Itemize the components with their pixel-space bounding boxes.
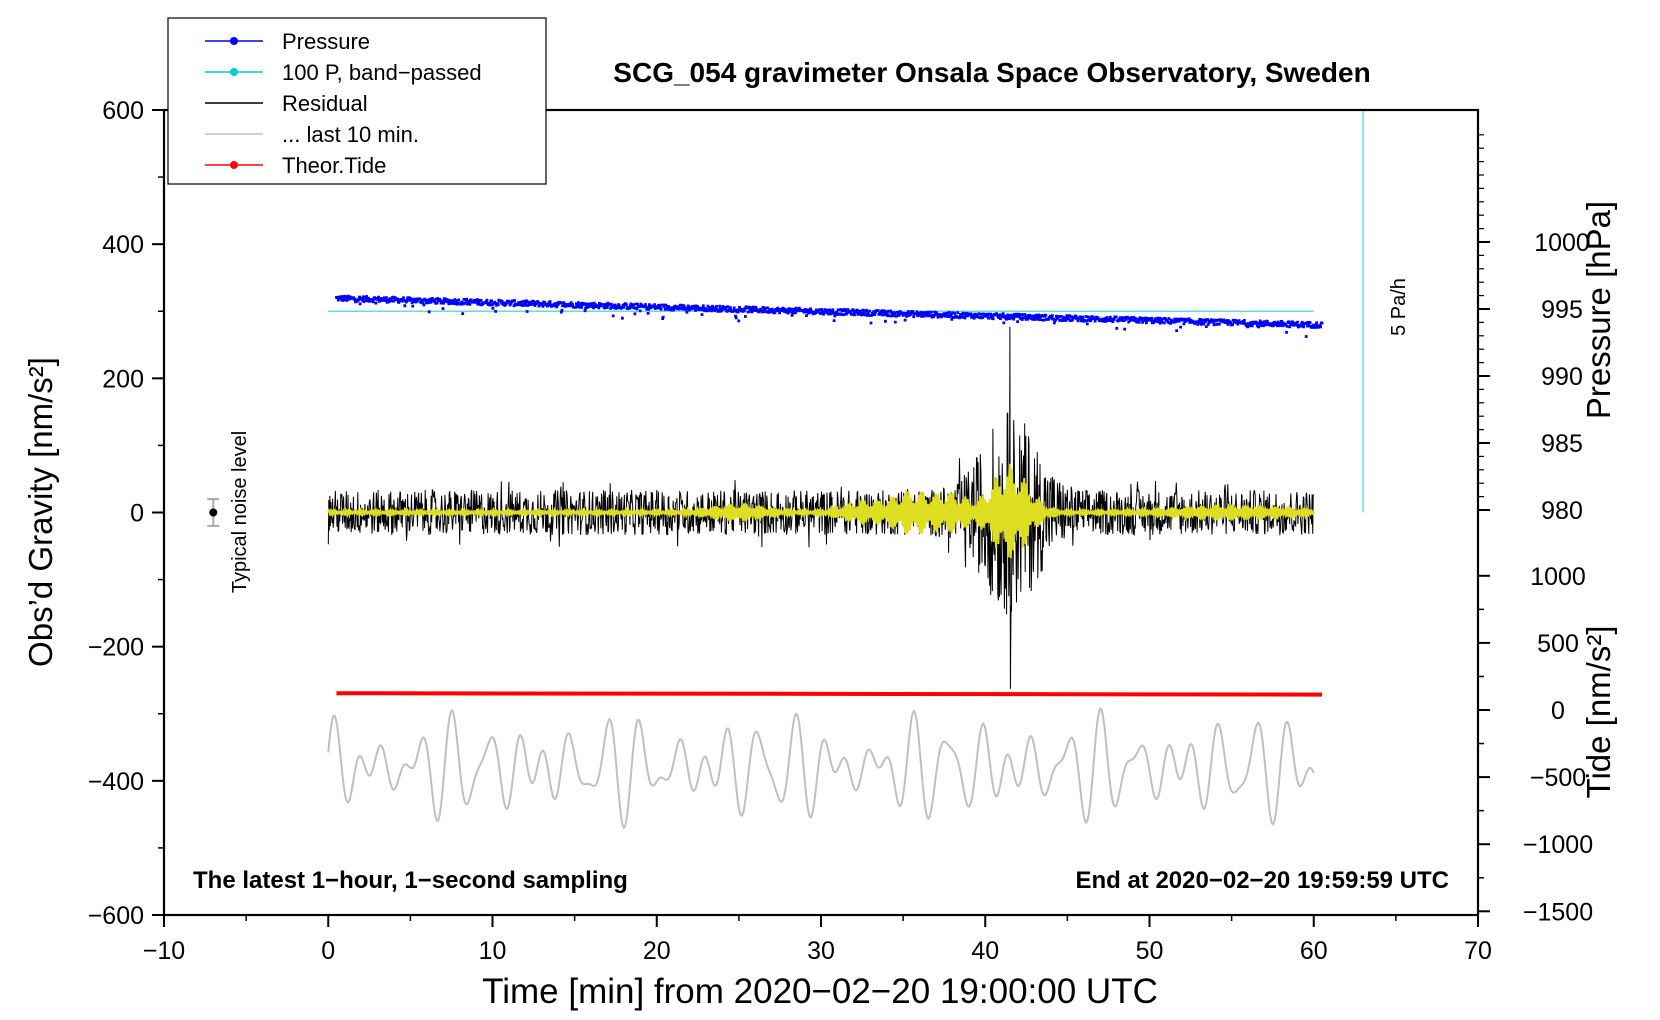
x-tick-label: 10 xyxy=(479,937,507,965)
y-tick-label: 400 xyxy=(102,231,144,259)
tide-tick-label: 1000 xyxy=(1530,563,1586,591)
series-theoretical-tide-line xyxy=(336,691,1322,697)
y-axis-label-pressure: Pressure [hPa] xyxy=(1580,201,1617,419)
x-tick-label: 50 xyxy=(1136,937,1164,965)
x-tick-label: 60 xyxy=(1300,937,1328,965)
x-tick-label: 20 xyxy=(643,937,671,965)
legend-label: Residual xyxy=(282,91,368,116)
y-tick-label: 600 xyxy=(102,97,144,125)
pressure-tick-label: 990 xyxy=(1541,363,1583,391)
x-tick-label: 30 xyxy=(807,937,835,965)
y-tick-label: −400 xyxy=(88,768,144,796)
legend-label: Theor.Tide xyxy=(282,153,386,178)
series-residual-filtered-line xyxy=(327,463,1315,559)
x-axis: −10 0 10 20 30 40 50 60 70 xyxy=(143,915,1492,965)
x-tick-label: −10 xyxy=(143,937,185,965)
x-tick-label: 0 xyxy=(321,937,335,965)
legend-swatch-marker xyxy=(230,161,238,169)
x-tick-label: 70 xyxy=(1464,937,1492,965)
y-tick-label: −600 xyxy=(88,902,144,930)
x-tick-label: 40 xyxy=(971,937,999,965)
x-axis-label: Time [min] from 2020−02−20 19:00:00 UTC xyxy=(482,972,1158,1011)
plot-area xyxy=(207,110,1364,830)
legend-items: Pressure 100 P, band−passed Residual ... la… xyxy=(205,29,482,178)
pressure-tick-label: 980 xyxy=(1541,497,1583,525)
y-tick-label: 200 xyxy=(102,365,144,393)
y-axis-label-tide: Tide [nm/s²] xyxy=(1580,626,1617,799)
tide-tick-label: 500 xyxy=(1537,630,1579,658)
pressure-tick-label: 985 xyxy=(1541,430,1583,458)
y-axis-pressure: 980 985 990 995 1000 xyxy=(1478,134,1590,525)
series-residual-line xyxy=(327,326,1315,689)
noise-level-label: Typical noise level xyxy=(229,431,251,593)
y-axis-tide: −1500 −1000 −500 0 500 1000 xyxy=(1478,563,1593,926)
pressure-tick-label: 995 xyxy=(1541,296,1583,324)
bottom-left-annotation: The latest 1−hour, 1−second sampling xyxy=(193,867,628,894)
series-pressure-points xyxy=(335,294,1324,338)
y-axis-label-gravity: Obs’d Gravity [nm/s²] xyxy=(22,357,59,667)
tide-tick-label: −1500 xyxy=(1523,898,1593,926)
bottom-right-annotation: End at 2020−02−20 19:59:59 UTC xyxy=(1075,867,1449,894)
tide-tick-label: −1000 xyxy=(1523,831,1593,859)
noise-error-bar xyxy=(207,498,220,527)
noise-level-point xyxy=(209,508,218,517)
y-tick-label: 0 xyxy=(130,500,144,528)
rate-label: 5 Pa/h xyxy=(1388,278,1410,336)
legend-label: Pressure xyxy=(282,29,370,54)
legend-swatch-marker xyxy=(230,37,238,45)
y-axis-gravity: −600 −400 −200 0 200 400 600 xyxy=(88,97,164,930)
series-last-10-min-line xyxy=(327,707,1315,830)
legend-label: 100 P, band−passed xyxy=(282,60,482,85)
legend-box xyxy=(167,17,547,185)
legend: Pressure 100 P, band−passed Residual ... la… xyxy=(167,17,547,185)
legend-swatch-marker xyxy=(230,68,238,76)
chart-title: SCG_054 gravimeter Onsala Space Observat… xyxy=(613,57,1370,88)
tide-tick-label: 0 xyxy=(1551,697,1565,725)
tide-tick-label: −500 xyxy=(1530,764,1586,792)
y-tick-label: −200 xyxy=(88,634,144,662)
pressure-tick-label: 1000 xyxy=(1534,229,1590,257)
legend-label: ... last 10 min. xyxy=(282,122,419,147)
